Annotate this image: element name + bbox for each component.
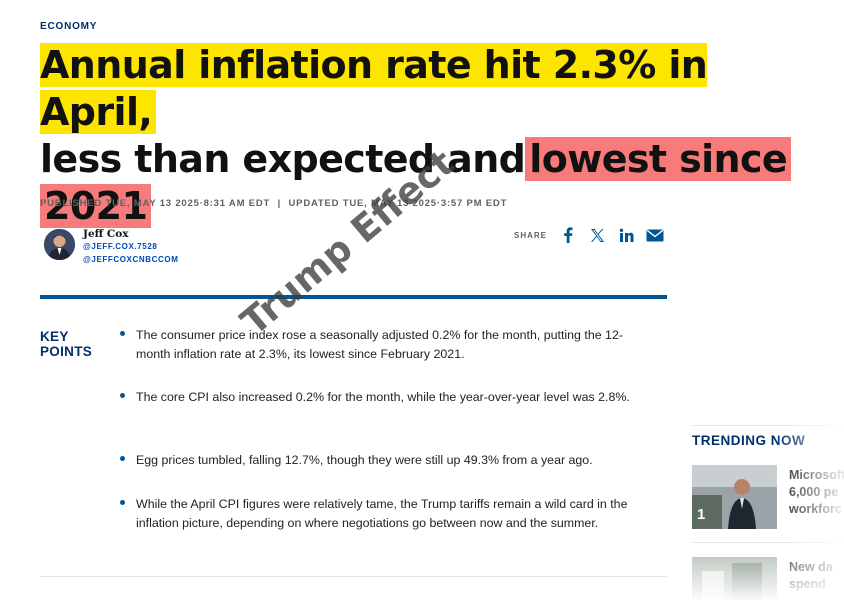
key-points-title: KEY POINTS (40, 329, 110, 359)
facebook-icon[interactable] (559, 226, 577, 244)
trending-rank: 1 (697, 506, 706, 523)
trending-top-divider (692, 425, 844, 426)
author-facebook-handle[interactable]: @JEFF.COX.7528 (83, 242, 158, 251)
key-point-item: Egg prices tumbled, falling 12.7%, thoug… (119, 451, 649, 470)
trending-headline[interactable]: Microsoft 6,000 pe workforc (789, 467, 844, 518)
updated-timestamp: UPDATED TUE, MAY 13 2025·3:57 PM EDT (288, 198, 508, 209)
share-label: SHARE (514, 230, 548, 240)
published-timestamp: PUBLISHED TUE, MAY 13 2025·8:31 AM EDT (40, 198, 271, 209)
headline-highlight-red-1: lowest since (525, 137, 792, 181)
article-bottom-divider (40, 576, 667, 577)
timestamp-separator: | (277, 198, 282, 209)
linkedin-icon[interactable] (617, 226, 635, 244)
article-headline: Annual inflation rate hit 2.3% in April,… (40, 42, 830, 230)
trending-thumbnail[interactable] (692, 557, 777, 600)
trending-headline[interactable]: New da spend (789, 559, 844, 593)
headline-highlight-red-2: 2021 (40, 184, 152, 228)
trending-separator (692, 542, 844, 543)
trending-headline-line: workforc (789, 502, 842, 516)
headline-highlight-yellow: Annual inflation rate hit 2.3% in April, (40, 43, 708, 134)
key-point-item: The core CPI also increased 0.2% for the… (119, 388, 649, 407)
key-point-item: While the April CPI figures were relativ… (119, 495, 649, 533)
author-twitter-handle[interactable]: @JEFFCOXCNBCCOM (83, 255, 179, 264)
key-points-title-line2: POINTS (40, 344, 93, 359)
share-bar: SHARE (514, 226, 675, 244)
author-name[interactable]: Jeff Cox (83, 228, 129, 240)
trending-headline-line: Microsoft (789, 468, 844, 482)
email-icon[interactable] (646, 226, 664, 244)
x-icon[interactable] (588, 226, 606, 244)
trending-headline-line: spend (789, 577, 826, 591)
key-points-divider (40, 295, 667, 299)
key-point-item: The consumer price index rose a seasonal… (119, 326, 649, 364)
trending-headline-line: New da (789, 560, 833, 574)
key-points-title-line1: KEY (40, 329, 69, 344)
trending-headline-line: 6,000 pe (789, 485, 839, 499)
trending-now-title: TRENDING NOW (692, 433, 806, 448)
author-avatar[interactable] (44, 229, 75, 260)
article-timestamps: PUBLISHED TUE, MAY 13 2025·8:31 AM EDT |… (40, 198, 507, 209)
section-tag-economy[interactable]: ECONOMY (40, 21, 98, 32)
headline-plain-text: less than expected and (40, 137, 526, 181)
trending-thumbnail[interactable]: 1 (692, 465, 777, 529)
